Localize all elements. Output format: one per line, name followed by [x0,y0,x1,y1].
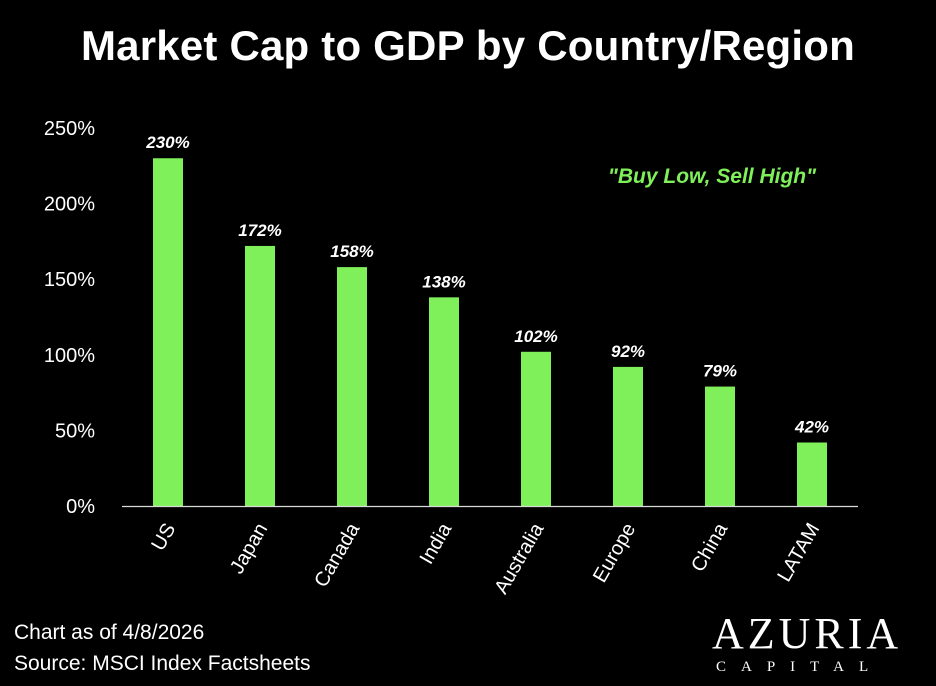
chart-date-note: Chart as of 4/8/2026 [14,621,205,644]
data-label: 138% [422,272,465,291]
y-tick-label: 150% [44,269,95,291]
data-label: 42% [794,417,829,436]
x-tick-label: China [687,519,733,576]
bar-india [429,297,459,506]
chart-title: Market Cap to GDP by Country/Region [81,22,855,69]
x-tick-label: LATAM [773,520,824,586]
x-tick-label: Japan [226,520,272,578]
x-axis: US Japan Canada India Australia Europe China LA… [122,505,858,598]
bar-us [153,158,183,507]
bar-europe [613,366,643,506]
x-tick-label: US [147,520,180,555]
y-tick-label: 100% [44,345,95,367]
bar-chart: 0% 50% 100% 150% 200% 250% 230% 172% 158% 138% 10… [44,118,858,598]
bars: 230% 172% 158% 138% 102% 92% 79% 42% [145,133,829,507]
y-tick-label: 50% [55,420,95,442]
bar-australia [521,351,551,506]
azuria-logo-icon [641,604,683,666]
y-tick-label: 250% [44,118,95,140]
bar-canada [337,267,367,506]
data-label: 79% [703,362,737,381]
x-tick-label: Canada [310,519,365,591]
y-tick-label: 0% [66,496,95,518]
data-label: 158% [330,242,373,261]
data-label: 92% [611,342,645,361]
data-label: 102% [514,327,557,346]
x-tick-label: Europe [589,520,640,587]
bar-latam [797,442,827,506]
data-label: 172% [238,221,281,240]
bar-japan [245,245,275,506]
y-axis: 0% 50% 100% 150% 200% 250% [44,118,95,518]
data-label: 230% [145,133,189,152]
x-tick-label: Australia [490,519,548,598]
brand-name: AZURIA [712,609,903,658]
bar-china [705,386,735,506]
brand-subtitle: CAPITAL [716,659,884,675]
y-tick-label: 200% [44,194,95,216]
chart-annotation: "Buy Low, Sell High" [608,165,817,188]
x-tick-label: India [416,519,457,568]
chart-source-note: Source: MSCI Index Factsheets [14,652,311,675]
